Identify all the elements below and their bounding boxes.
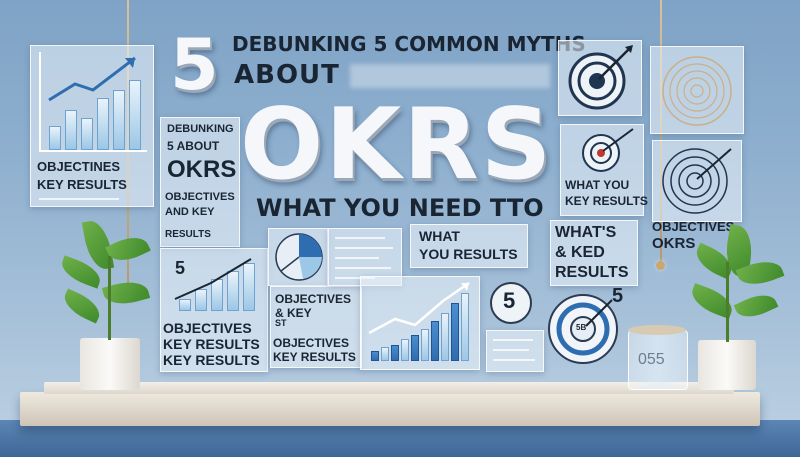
clp-key-results: KEY RESULTS [273, 350, 356, 364]
what-line1: WHAT [419, 228, 460, 244]
cl-objectives: OBJECTIVES [165, 191, 235, 203]
growth-chart-panel [360, 276, 480, 370]
headline-line1: DEBUNKING 5 COMMON MYTHS [232, 32, 586, 56]
cl-5-about: 5 ABOUT [167, 139, 220, 153]
rt-key-results: KEY RESULTS [565, 194, 648, 208]
left-label-key-results: KEY RESULTS [37, 177, 127, 192]
shelf-front [20, 392, 760, 426]
whats-line2: & KED [555, 244, 605, 261]
cl-okrs: OKRS [167, 156, 237, 183]
rp-objectives: OBJECTIVES [652, 219, 735, 234]
red-target-icon [582, 128, 634, 172]
shelf-top [44, 382, 734, 394]
ll-key-results-2: KEY RESULTS [163, 352, 260, 368]
clp-and-key: & KEY [275, 306, 312, 320]
left-chart-panel: OBJECTINES KEY RESULTS [30, 45, 154, 207]
target-arrow-icon [568, 45, 633, 110]
left-label-objectines: OBJECTINES [37, 159, 121, 174]
growth-bar-chart [369, 287, 473, 361]
left-bar-chart [47, 76, 147, 150]
glass-cylinder [628, 325, 688, 390]
whats-panel: WHAT'S & KED RESULTS [550, 220, 638, 286]
hologram-disc-panel [650, 46, 744, 134]
what-line2: YOU RESULTS [419, 246, 518, 262]
spiral-target-icon [662, 148, 732, 214]
lower-left-panel: 5 OBJECTIVES KEY RESULTS KEY RESULTS [160, 248, 268, 372]
lower-left-trend-arrow-icon [174, 258, 252, 300]
headline-main: OKRS [240, 88, 554, 202]
blurred-text-strip [350, 64, 550, 88]
pie-panel [268, 228, 328, 286]
clp-objectives-2: OBJECTIVES [273, 336, 350, 350]
center-left-panel: DEBUNKING 5 ABOUT OKRS OBJECTIVES AND KE… [160, 117, 240, 247]
clp-st: ST [275, 318, 287, 328]
target-big-icon [548, 294, 618, 364]
whats-line1: WHAT'S [555, 224, 617, 241]
cylinder-number: 055 [638, 351, 665, 368]
target-center-label: 5B [576, 323, 587, 332]
target-top-panel [558, 40, 642, 116]
headline-number: 5 [170, 24, 219, 106]
what-panel: WHAT YOU RESULTS [410, 224, 528, 268]
lower-left-bar-chart [171, 263, 261, 311]
growth-trend-arrow-icon [368, 281, 470, 335]
target-number: 5 [612, 285, 624, 307]
headline-sub: WHAT YOU NEED TTO [256, 194, 544, 222]
pie-chart-icon [275, 233, 323, 281]
left-trend-arrow-icon [48, 56, 136, 102]
floor [0, 420, 800, 457]
small-lines-panel [486, 330, 544, 372]
left-plant-pot [80, 338, 140, 390]
cl-debunking: DEBUNKING [167, 123, 234, 135]
hologram-disc-icon [662, 56, 732, 126]
right-plant-pot [698, 340, 756, 390]
cl-and-key: AND KEY [165, 206, 215, 218]
rt-what-you: WHAT YOU [565, 178, 630, 192]
circle-number-icon [490, 282, 532, 324]
whats-line3: RESULTS [555, 264, 629, 281]
ll-number: 5 [175, 258, 186, 278]
right-target-panel: WHAT YOU KEY RESULTS [560, 124, 648, 216]
headline-line2: ABOUT [234, 60, 340, 90]
rp-okrs: OKRS [652, 235, 696, 252]
center-lower-panel: OBJECTIVES & KEY ST OBJECTIVES KEY RESUL… [270, 286, 362, 368]
clp-objectives: OBJECTIVES [275, 292, 352, 306]
ll-key-results-1: KEY RESULTS [163, 336, 260, 352]
ll-objectives: OBJECTIVES [163, 320, 252, 336]
hanging-bulb-right [656, 261, 665, 270]
circle-number: 5 [503, 288, 516, 313]
cl-results: RESULTS [165, 229, 211, 240]
spiral-panel [652, 140, 742, 222]
